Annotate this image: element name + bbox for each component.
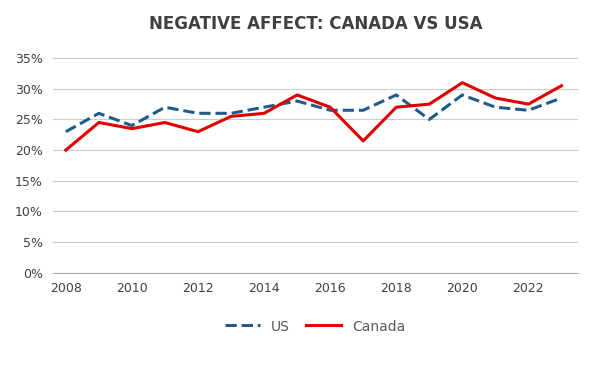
Canada <box>459 80 466 85</box>
Legend: US, Canada: US, Canada <box>219 314 411 339</box>
US <box>459 93 466 97</box>
Canada <box>558 83 565 88</box>
US <box>360 108 367 113</box>
US <box>492 105 499 110</box>
US <box>95 111 103 116</box>
US <box>62 129 69 134</box>
Canada <box>260 111 267 116</box>
US <box>426 117 433 122</box>
Canada <box>525 102 532 106</box>
Canada <box>161 120 168 125</box>
US <box>327 108 334 113</box>
US <box>195 111 202 116</box>
Canada <box>128 126 135 131</box>
US <box>260 105 267 110</box>
Title: NEGATIVE AFFECT: CANADA VS USA: NEGATIVE AFFECT: CANADA VS USA <box>149 15 482 33</box>
US <box>393 93 400 97</box>
US <box>294 99 301 103</box>
Line: US: US <box>66 95 562 132</box>
Canada <box>62 148 69 152</box>
US <box>161 105 168 110</box>
US <box>525 108 532 113</box>
Canada <box>393 105 400 110</box>
US <box>228 111 235 116</box>
Line: Canada: Canada <box>66 83 562 150</box>
Canada <box>360 139 367 143</box>
Canada <box>228 114 235 119</box>
Canada <box>294 93 301 97</box>
Canada <box>492 96 499 100</box>
Canada <box>195 129 202 134</box>
US <box>128 123 135 128</box>
Canada <box>95 120 103 125</box>
US <box>558 96 565 100</box>
Canada <box>426 102 433 106</box>
Canada <box>327 105 334 110</box>
